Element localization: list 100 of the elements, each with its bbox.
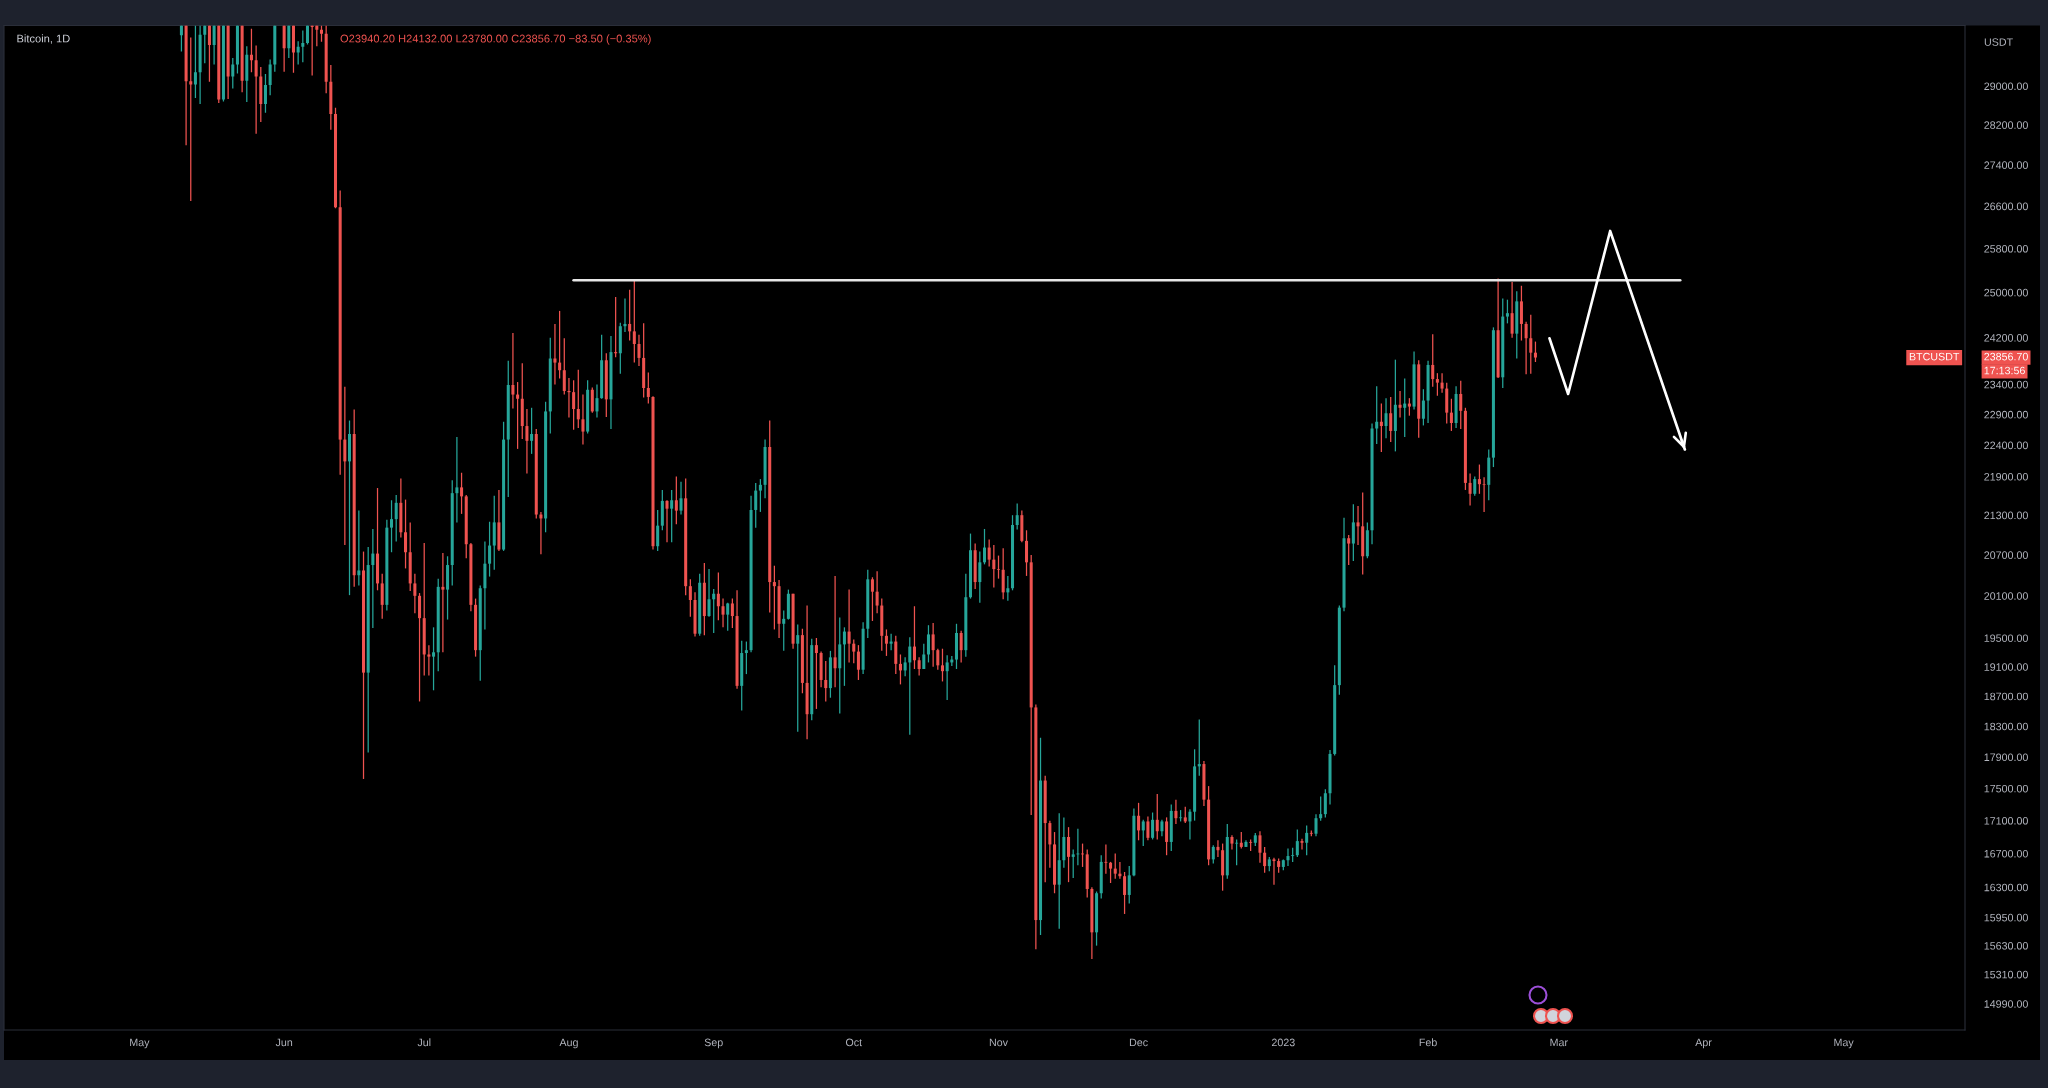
y-axis-title: USDT (1984, 38, 2013, 46)
candlestick (581, 393, 585, 446)
x-tick-label: 2023 (1271, 1038, 1295, 1047)
y-tick-label: 16700.00 (1984, 849, 2028, 858)
y-tick-label: 17500.00 (1984, 784, 2028, 793)
candlestick (1272, 857, 1276, 886)
y-tick-label: 25000.00 (1984, 288, 2028, 297)
candlestick (656, 509, 660, 552)
candlestick (394, 494, 398, 543)
candlestick (917, 656, 921, 677)
x-tick-label: May (130, 1038, 150, 1049)
y-tick-label: 15630.00 (1984, 942, 2028, 950)
candlestick (758, 478, 762, 513)
candlestick (511, 332, 515, 410)
candlestick (1459, 380, 1463, 430)
candlestick (1067, 826, 1071, 883)
candlestick (1216, 839, 1220, 858)
candlestick (754, 482, 758, 529)
candlestick (726, 602, 730, 632)
candlestick (207, 25, 211, 83)
candlestick (730, 597, 734, 629)
candlestick (842, 626, 846, 687)
candlestick (553, 323, 557, 386)
candlestick (1141, 819, 1145, 847)
y-tick-label: 24200.00 (1984, 334, 2028, 342)
candlestick (1165, 816, 1169, 856)
candlestick (1314, 813, 1318, 837)
candlestick (1375, 385, 1379, 445)
candlestick (1533, 340, 1537, 363)
y-tick-label: 15950.00 (1984, 913, 2028, 922)
candlestick (1305, 824, 1309, 856)
candlestick (460, 472, 464, 515)
candlestick (268, 58, 272, 96)
candlestick (931, 622, 935, 668)
candlestick (665, 499, 669, 543)
candlestick (968, 532, 973, 600)
candlestick (193, 25, 197, 99)
x-tick-label: Feb (1419, 1038, 1437, 1047)
x-tick-label: Nov (989, 1038, 1008, 1047)
candlestick (716, 571, 720, 621)
candlestick (525, 408, 529, 475)
candlestick (1001, 547, 1005, 600)
candlestick (1071, 848, 1075, 879)
candlestick (1146, 815, 1150, 841)
candlestick (1389, 396, 1393, 443)
candlestick (189, 36, 193, 202)
annotation: BTCUSDT (1909, 352, 1960, 361)
y-tick-label: 18300.00 (1984, 722, 2028, 731)
candlestick (959, 630, 963, 664)
candlestick (707, 568, 711, 618)
y-tick-label: 18700.00 (1984, 692, 2028, 701)
candlestick (646, 371, 650, 405)
candlestick (744, 640, 748, 675)
x-tick-label: Jul (417, 1038, 431, 1047)
candlestick (492, 495, 496, 571)
candlestick (432, 626, 436, 691)
candlestick (530, 407, 534, 455)
candlestick (898, 653, 902, 686)
candlestick (1403, 377, 1407, 438)
candlestick (838, 616, 842, 715)
candlestick (1477, 463, 1481, 495)
candlestick (282, 25, 286, 73)
y-tick-label: 19500.00 (1984, 634, 2028, 642)
y-tick-label: 20700.00 (1984, 551, 2028, 559)
candlestick (670, 489, 674, 543)
x-tick-label: Jun (275, 1038, 293, 1047)
y-tick-label: 22900.00 (1984, 410, 2028, 419)
candlestick (1258, 830, 1262, 864)
candlestick (562, 337, 566, 396)
candlestick (1529, 314, 1533, 375)
candlestick (231, 57, 235, 90)
candlestick (1473, 475, 1477, 497)
y-tick-label: 23400.00 (1984, 380, 2028, 389)
x-tick-label: Dec (1129, 1038, 1148, 1047)
candlestick (884, 628, 888, 657)
candlestick (936, 648, 940, 671)
text: O23940.20 H24132.00 L23780.00 C23856.70 −83.50 (−0.35%) (340, 34, 651, 45)
candlestick (637, 334, 641, 367)
candlestick (413, 573, 417, 614)
candlestick (1468, 472, 1472, 507)
candlestick (623, 297, 627, 333)
y-tick-label: 21300.00 (1984, 511, 2028, 520)
candlestick (1519, 285, 1523, 342)
candlestick (333, 107, 338, 209)
candlestick (721, 597, 725, 628)
candlestick (1421, 388, 1425, 427)
x-tick-label: Aug (559, 1038, 578, 1049)
candlestick (1482, 476, 1486, 513)
candlestick (1440, 372, 1444, 394)
y-tick-label: 17100.00 (1984, 817, 2028, 825)
candlestick (1449, 398, 1453, 432)
x-tick-label: Sep (704, 1038, 723, 1049)
candlestick (390, 499, 394, 553)
candlestick (357, 509, 361, 587)
candlestick (516, 381, 520, 450)
candlestick (595, 383, 599, 419)
candlestick (908, 636, 912, 736)
candlestick (1286, 847, 1290, 867)
candlestick (343, 386, 347, 546)
candlestick (179, 25, 183, 53)
